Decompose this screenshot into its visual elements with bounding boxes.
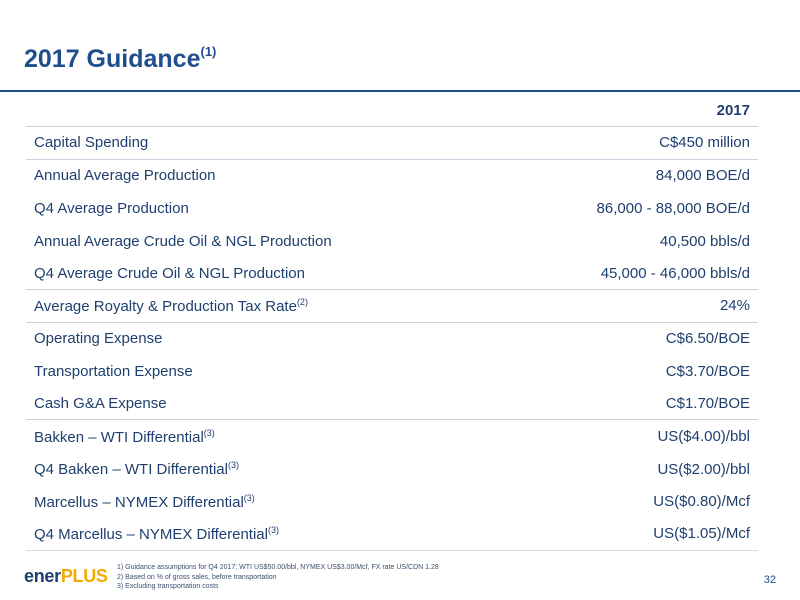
row-label: Q4 Average Crude Oil & NGL Production [34, 264, 305, 282]
table-row: Operating Expense C$6.50/BOE [26, 323, 758, 356]
table-row: Marcellus – NYMEX Differential(3) US($0.… [26, 486, 758, 519]
row-footnote-ref: (3) [203, 427, 215, 438]
page-title-footnote-ref: (1) [200, 44, 217, 59]
row-footnote-ref: (2) [296, 296, 308, 307]
table-row: Transportation Expense C$3.70/BOE [26, 355, 758, 388]
row-value: 40,500 bbls/d [659, 232, 750, 250]
row-value: C$450 million [659, 134, 750, 152]
year-column-header: 2017 [716, 102, 750, 119]
row-label: Operating Expense [34, 330, 163, 348]
row-label-text: Q4 Marcellus – NYMEX Differential [34, 525, 268, 543]
row-value: C$6.50/BOE [665, 330, 750, 348]
row-label: Transportation Expense [34, 362, 193, 380]
row-label: Bakken – WTI Differential(3) [34, 428, 215, 446]
row-value: US($2.00)/bbl [657, 460, 750, 478]
row-label: Q4 Bakken – WTI Differential(3) [34, 460, 239, 478]
row-footnote-ref: (3) [243, 492, 255, 503]
footer-divider [26, 550, 758, 551]
slide-footer: enerPLUS 1) Guidance assumptions for Q4 … [0, 550, 800, 600]
row-value: C$1.70/BOE [665, 395, 750, 413]
row-value: 45,000 - 46,000 bbls/d [600, 264, 750, 282]
title-divider [0, 90, 800, 92]
table-row: Q4 Bakken – WTI Differential(3) US($2.00… [26, 453, 758, 486]
row-label: Capital Spending [34, 134, 149, 152]
row-label-text: Q4 Bakken – WTI Differential [34, 461, 228, 479]
enerplus-logo: enerPLUS [24, 566, 108, 587]
footnote-2: 2) Based on % of gross sales, before tra… [117, 573, 277, 581]
logo-text-plus: PLUS [60, 566, 108, 586]
page-title-text: 2017 Guidance [24, 45, 201, 73]
row-value: 86,000 - 88,000 BOE/d [596, 199, 750, 217]
table-row: Capital Spending C$450 million [26, 127, 758, 160]
row-label-text: Average Royalty & Production Tax Rate [34, 297, 297, 315]
table-row: Average Royalty & Production Tax Rate(2)… [26, 290, 758, 323]
row-label: Average Royalty & Production Tax Rate(2) [34, 297, 308, 315]
row-value: 24% [719, 297, 750, 315]
row-value: US($4.00)/bbl [657, 428, 750, 446]
page-number: 32 [763, 574, 776, 586]
row-label-text: Bakken – WTI Differential [34, 428, 204, 446]
footnotes: 1) Guidance assumptions for Q4 2017: WTI… [117, 563, 439, 592]
table-row: Q4 Average Crude Oil & NGL Production 45… [26, 257, 758, 290]
footnote-3: 3) Excluding transportation costs [117, 583, 219, 590]
table-row: Annual Average Crude Oil & NGL Productio… [26, 225, 758, 258]
row-label: Annual Average Crude Oil & NGL Productio… [34, 232, 332, 250]
table-row: Cash G&A Expense C$1.70/BOE [26, 388, 758, 421]
row-label: Q4 Marcellus – NYMEX Differential(3) [34, 525, 279, 543]
row-label: Annual Average Production [34, 167, 216, 185]
row-label: Q4 Average Production [34, 199, 189, 217]
row-label: Marcellus – NYMEX Differential(3) [34, 493, 255, 511]
guidance-table: 2017 Capital Spending C$450 million Annu… [26, 95, 758, 551]
table-row: Bakken – WTI Differential(3) US($4.00)/b… [26, 420, 758, 453]
row-label: Cash G&A Expense [34, 395, 167, 413]
row-value: US($0.80)/Mcf [653, 493, 750, 511]
row-footnote-ref: (3) [267, 524, 279, 535]
table-header-row: 2017 [26, 95, 758, 127]
row-value: 84,000 BOE/d [655, 167, 750, 185]
table-row: Q4 Average Production 86,000 - 88,000 BO… [26, 192, 758, 225]
row-value: C$3.70/BOE [665, 362, 750, 380]
logo-text-ener: ener [24, 566, 61, 586]
table-row: Annual Average Production 84,000 BOE/d [26, 160, 758, 193]
table-row: Q4 Marcellus – NYMEX Differential(3) US(… [26, 518, 758, 551]
row-label-text: Marcellus – NYMEX Differential [34, 493, 244, 511]
page-title: 2017 Guidance(1) [24, 44, 216, 74]
footnote-1: 1) Guidance assumptions for Q4 2017: WTI… [117, 564, 439, 571]
row-value: US($1.05)/Mcf [653, 525, 750, 543]
row-footnote-ref: (3) [227, 460, 239, 471]
